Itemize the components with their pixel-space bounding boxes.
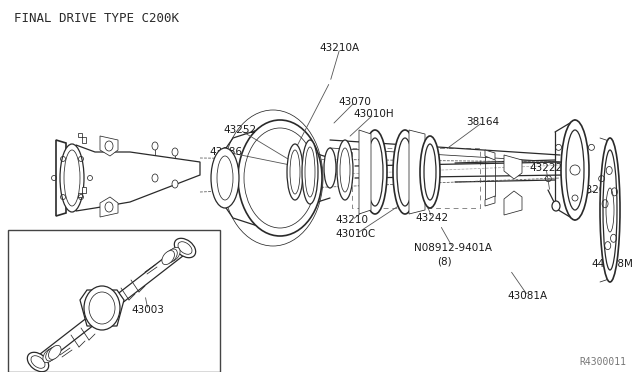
Ellipse shape [172,148,178,156]
Ellipse shape [238,120,322,236]
Ellipse shape [152,174,158,182]
Text: 43210: 43210 [335,215,369,225]
Text: 43010H: 43010H [354,109,394,119]
Polygon shape [359,130,371,214]
Ellipse shape [45,347,58,361]
Text: R4300011: R4300011 [579,357,626,367]
Ellipse shape [174,238,196,258]
Text: 43222: 43222 [529,163,563,173]
Ellipse shape [363,130,387,214]
Ellipse shape [211,148,239,208]
Ellipse shape [172,180,178,188]
Polygon shape [100,197,118,217]
Polygon shape [485,150,495,160]
Polygon shape [78,133,86,143]
Polygon shape [504,191,522,215]
Polygon shape [215,186,305,230]
Polygon shape [409,130,425,214]
Text: 43003: 43003 [132,305,164,315]
Ellipse shape [168,247,180,262]
Polygon shape [100,136,118,156]
Ellipse shape [60,144,84,212]
Ellipse shape [337,140,353,200]
Text: 43086: 43086 [209,147,243,157]
Ellipse shape [162,251,175,264]
Polygon shape [485,196,495,206]
Text: 44098M: 44098M [591,259,633,269]
Ellipse shape [324,148,336,188]
Text: 43210A: 43210A [320,43,360,53]
Ellipse shape [600,138,620,282]
Text: FINAL DRIVE TYPE C200K: FINAL DRIVE TYPE C200K [14,12,179,25]
Polygon shape [80,290,124,326]
Ellipse shape [49,345,61,359]
Ellipse shape [420,136,440,208]
Ellipse shape [89,292,115,324]
Ellipse shape [84,286,120,330]
Text: 43242: 43242 [415,213,449,223]
Ellipse shape [178,242,192,254]
Ellipse shape [561,120,589,220]
Text: 43207: 43207 [579,185,612,195]
Text: 43010C: 43010C [336,229,376,239]
Ellipse shape [152,142,158,150]
Ellipse shape [31,356,45,368]
Polygon shape [76,145,200,211]
Ellipse shape [302,140,318,204]
Text: N08912-9401A: N08912-9401A [414,243,492,253]
Polygon shape [8,230,220,372]
Ellipse shape [28,352,49,372]
Polygon shape [56,140,66,216]
Text: 43081A: 43081A [508,291,548,301]
Ellipse shape [164,249,177,263]
Text: 38164: 38164 [467,117,500,127]
Ellipse shape [552,201,560,211]
Polygon shape [504,155,522,179]
Polygon shape [78,187,86,197]
Ellipse shape [43,349,56,363]
Text: 43252: 43252 [223,125,257,135]
Text: (8): (8) [436,256,451,266]
Text: 43070: 43070 [339,97,371,107]
Polygon shape [215,126,305,170]
Ellipse shape [287,144,303,200]
Ellipse shape [393,130,417,214]
